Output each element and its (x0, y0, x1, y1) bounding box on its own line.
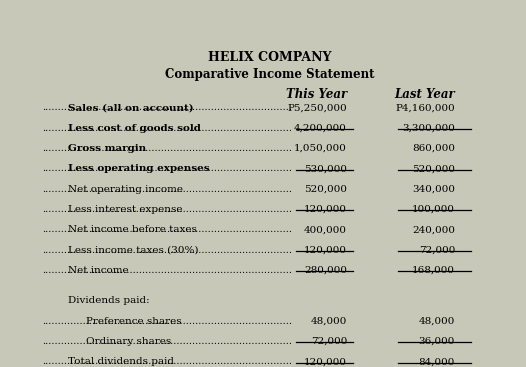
Text: Less operating expenses: Less operating expenses (68, 164, 209, 174)
Text: 520,000: 520,000 (304, 185, 347, 194)
Text: 100,000: 100,000 (412, 205, 455, 214)
Text: Ordinary shares: Ordinary shares (86, 337, 171, 346)
Text: Less income taxes (30%): Less income taxes (30%) (68, 246, 198, 255)
Text: ................................................................................: ........................................… (42, 124, 292, 133)
Text: ................................................................................: ........................................… (42, 164, 292, 174)
Text: ................................................................................: ........................................… (42, 144, 292, 153)
Text: Gross margin: Gross margin (68, 144, 146, 153)
Text: 72,000: 72,000 (419, 246, 455, 255)
Text: 240,000: 240,000 (412, 225, 455, 235)
Text: This Year: This Year (286, 88, 347, 101)
Text: 4,200,000: 4,200,000 (294, 124, 347, 133)
Text: 860,000: 860,000 (412, 144, 455, 153)
Text: Less cost of goods sold: Less cost of goods sold (68, 124, 200, 133)
Text: 1,050,000: 1,050,000 (294, 144, 347, 153)
Text: Net income before taxes: Net income before taxes (68, 225, 197, 235)
Text: Dividends paid:: Dividends paid: (68, 297, 149, 305)
Text: Net income: Net income (68, 266, 128, 275)
Text: P5,250,000: P5,250,000 (287, 103, 347, 112)
Text: 72,000: 72,000 (311, 337, 347, 346)
Text: 520,000: 520,000 (412, 164, 455, 174)
Text: ................................................................................: ........................................… (42, 246, 292, 255)
Text: Total dividends paid: Total dividends paid (68, 357, 174, 366)
Text: Net operating income: Net operating income (68, 185, 183, 194)
Text: 530,000: 530,000 (304, 164, 347, 174)
Text: 120,000: 120,000 (304, 357, 347, 366)
Text: Less interest expense: Less interest expense (68, 205, 183, 214)
Text: 120,000: 120,000 (304, 246, 347, 255)
Text: 3,300,000: 3,300,000 (402, 124, 455, 133)
Text: 340,000: 340,000 (412, 185, 455, 194)
Text: 48,000: 48,000 (419, 317, 455, 326)
Text: ................................................................................: ........................................… (42, 103, 292, 112)
Text: HELIX COMPANY: HELIX COMPANY (208, 51, 331, 64)
Text: 120,000: 120,000 (304, 205, 347, 214)
Text: 168,000: 168,000 (412, 266, 455, 275)
Text: ................................................................................: ........................................… (42, 185, 292, 194)
Text: Sales (all on account): Sales (all on account) (68, 103, 194, 112)
Text: 36,000: 36,000 (419, 337, 455, 346)
Text: 280,000: 280,000 (304, 266, 347, 275)
Text: 400,000: 400,000 (304, 225, 347, 235)
Text: ................................................................................: ........................................… (42, 266, 292, 275)
Text: ................................................................................: ........................................… (42, 205, 292, 214)
Text: Comparative Income Statement: Comparative Income Statement (165, 68, 375, 81)
Text: ................................................................................: ........................................… (42, 337, 292, 346)
Text: ................................................................................: ........................................… (42, 317, 292, 326)
Text: 48,000: 48,000 (311, 317, 347, 326)
Text: Last Year: Last Year (394, 88, 455, 101)
Text: P4,160,000: P4,160,000 (396, 103, 455, 112)
Text: ................................................................................: ........................................… (42, 357, 292, 366)
Text: ................................................................................: ........................................… (42, 225, 292, 235)
Text: Preference shares: Preference shares (86, 317, 182, 326)
Text: 84,000: 84,000 (419, 357, 455, 366)
